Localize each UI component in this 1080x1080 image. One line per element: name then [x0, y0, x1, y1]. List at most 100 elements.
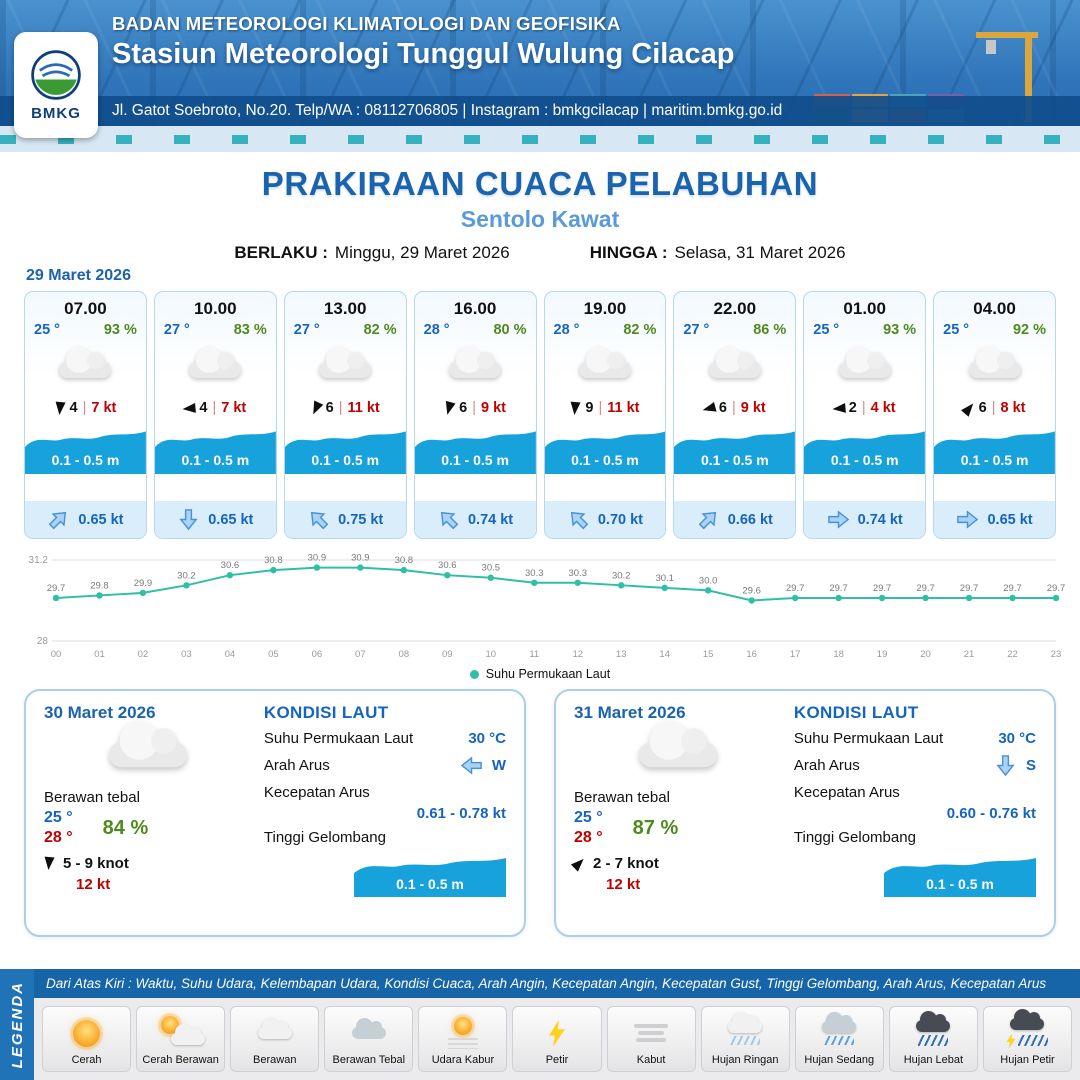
port-name: Sentolo Kawat	[460, 206, 620, 232]
wave-height-value: 0.1 - 0.5 m	[926, 876, 994, 892]
legend-item: Berawan	[230, 1006, 320, 1072]
svg-text:04: 04	[225, 649, 236, 660]
current-direction-arrow-icon	[49, 511, 67, 530]
svg-text:30.1: 30.1	[655, 573, 674, 584]
svg-text:29.7: 29.7	[47, 583, 66, 594]
forecast-card: 04.00 25 ° 92 % 6 | 8 kt 0.1 - 0.5 m 0.6…	[933, 291, 1056, 539]
day-date: 30 Maret 2026	[44, 703, 156, 722]
legend-label: Hujan Petir	[1000, 1054, 1055, 1067]
rain-medium-icon	[810, 1012, 868, 1054]
wind-gust-divider: |	[598, 400, 603, 416]
valid-from-label: BERLAKU :	[234, 243, 328, 262]
legend-label: Udara Kabur	[431, 1054, 495, 1067]
wave-height: 0.1 - 0.5 m	[830, 452, 899, 468]
svg-text:15: 15	[703, 649, 714, 660]
wave-height: 0.1 - 0.5 m	[181, 452, 250, 468]
svg-text:08: 08	[399, 649, 410, 660]
svg-text:30.0: 30.0	[699, 575, 718, 586]
current-direction-arrow-icon	[827, 510, 849, 529]
svg-text:29.7: 29.7	[873, 583, 892, 594]
header-illustration-floor	[0, 126, 1080, 152]
svg-text:29.7: 29.7	[1047, 583, 1066, 594]
svg-text:29.8: 29.8	[90, 580, 109, 591]
cloudy-icon	[25, 338, 146, 400]
wind-speed: 4	[199, 400, 208, 416]
svg-text:29.9: 29.9	[134, 578, 153, 589]
forecast-time: 01.00	[843, 299, 886, 318]
wind-direction-arrow-icon	[570, 855, 588, 872]
air-temperature: 25 °	[943, 322, 970, 338]
crane-illustration	[976, 32, 1046, 122]
day-humidity: 87 %	[632, 816, 679, 839]
current-speed: 0.75 kt	[338, 511, 384, 528]
wind-gust-divider: |	[731, 400, 736, 416]
svg-text:30.6: 30.6	[221, 560, 240, 571]
wave-height-graphic: 0.1 - 0.5 m	[544, 422, 666, 474]
cloudy-icon	[415, 338, 536, 400]
forecast-time: 16.00	[453, 299, 497, 318]
wave-height-graphic: 0.1 - 0.5 m	[884, 851, 1036, 897]
svg-text:30.9: 30.9	[351, 553, 370, 564]
wind-speed: 2	[848, 400, 857, 416]
humidity: 86 %	[753, 322, 787, 338]
forecast-time: 13.00	[323, 299, 367, 318]
sun-haze-icon	[434, 1012, 492, 1054]
svg-text:30.3: 30.3	[568, 568, 587, 579]
svg-text:21: 21	[964, 649, 975, 660]
sst-label: Suhu Permukaan Laut	[793, 730, 944, 747]
forecast-time: 04.00	[973, 299, 1016, 318]
wave-icon	[354, 858, 506, 897]
air-temperature: 27 °	[683, 322, 710, 338]
wave-height: 0.1 - 0.5 m	[441, 452, 509, 468]
cloudy-icon	[934, 338, 1055, 400]
wind-direction-arrow-icon	[960, 399, 977, 417]
wind-gust: 9 kt	[740, 400, 766, 416]
cloud-dark-icon	[340, 1012, 398, 1054]
forecast-time: 07.00	[64, 299, 107, 318]
rain-light-icon	[716, 1012, 774, 1054]
day-temp-min: 25 °	[574, 809, 603, 826]
legend-title: LEGENDA	[8, 981, 26, 1069]
legend-item: Hujan Lebat	[888, 1006, 978, 1072]
wind-gust-divider: |	[338, 400, 343, 416]
wind-direction-arrow-icon	[182, 402, 197, 414]
cloudy-icon	[674, 338, 795, 400]
svg-text:31.2: 31.2	[29, 555, 49, 566]
wave-height-graphic: 0.1 - 0.5 m	[284, 422, 406, 474]
svg-text:30.2: 30.2	[177, 570, 196, 581]
svg-text:22: 22	[1007, 649, 1018, 660]
air-temperature: 25 °	[34, 322, 60, 338]
current-direction-value: S	[1025, 757, 1036, 774]
wind-direction-arrow-icon	[53, 401, 66, 415]
wave-height-label: Tinggi Gelombang	[793, 829, 916, 846]
header-banner: BADAN METEOROLOGI KLIMATOLOGI DAN GEOFIS…	[0, 0, 1080, 152]
air-temperature: 27 °	[293, 322, 320, 338]
wave-height: 0.1 - 0.5 m	[700, 452, 769, 468]
wave-icon	[284, 431, 406, 474]
valid-until: HINGGA : Selasa, 31 Maret 2026	[590, 243, 846, 263]
wave-height-graphic: 0.1 - 0.5 m	[25, 422, 146, 474]
current-direction-arrow-icon	[957, 510, 979, 529]
legend-item: Kabut	[606, 1006, 696, 1072]
station-address-bar: Jl. Gatot Soebroto, No.20. Telp/WA : 081…	[0, 96, 1080, 126]
chart-legend: Suhu Permukaan Laut	[8, 667, 1072, 681]
wave-height-graphic: 0.1 - 0.5 m	[804, 422, 926, 474]
agency-name: BADAN METEOROLOGI KLIMATOLOGI DAN GEOFIS…	[112, 13, 621, 34]
current-speed-label: Kecepatan Arus	[263, 784, 370, 801]
rain-lightning-icon	[998, 1009, 1056, 1054]
sun-cloud-icon	[152, 1012, 210, 1054]
humidity: 93 %	[883, 322, 917, 338]
wind-gust-divider: |	[991, 400, 996, 416]
cloudy-icon	[574, 720, 782, 785]
legend-label: Cerah Berawan	[142, 1054, 219, 1067]
bmkg-logo-icon	[31, 50, 81, 100]
legend-item: Cerah Berawan	[136, 1006, 226, 1072]
wind-gust: 11 kt	[347, 400, 380, 416]
svg-text:05: 05	[268, 649, 279, 660]
legend-items: Cerah Cerah Berawan Berawan Berawan Teba…	[34, 998, 1080, 1080]
sst-chart-svg: 31.2 28 29.7 00 29.8 01 29.9 02 30.2 03 30.6 04 30.8…	[29, 553, 1066, 660]
svg-text:30.8: 30.8	[395, 555, 414, 566]
legend-marker-dot-icon	[469, 669, 479, 679]
wind-gust: 4 kt	[870, 400, 896, 416]
valid-from: BERLAKU : Minggu, 29 Maret 2026	[234, 243, 509, 263]
